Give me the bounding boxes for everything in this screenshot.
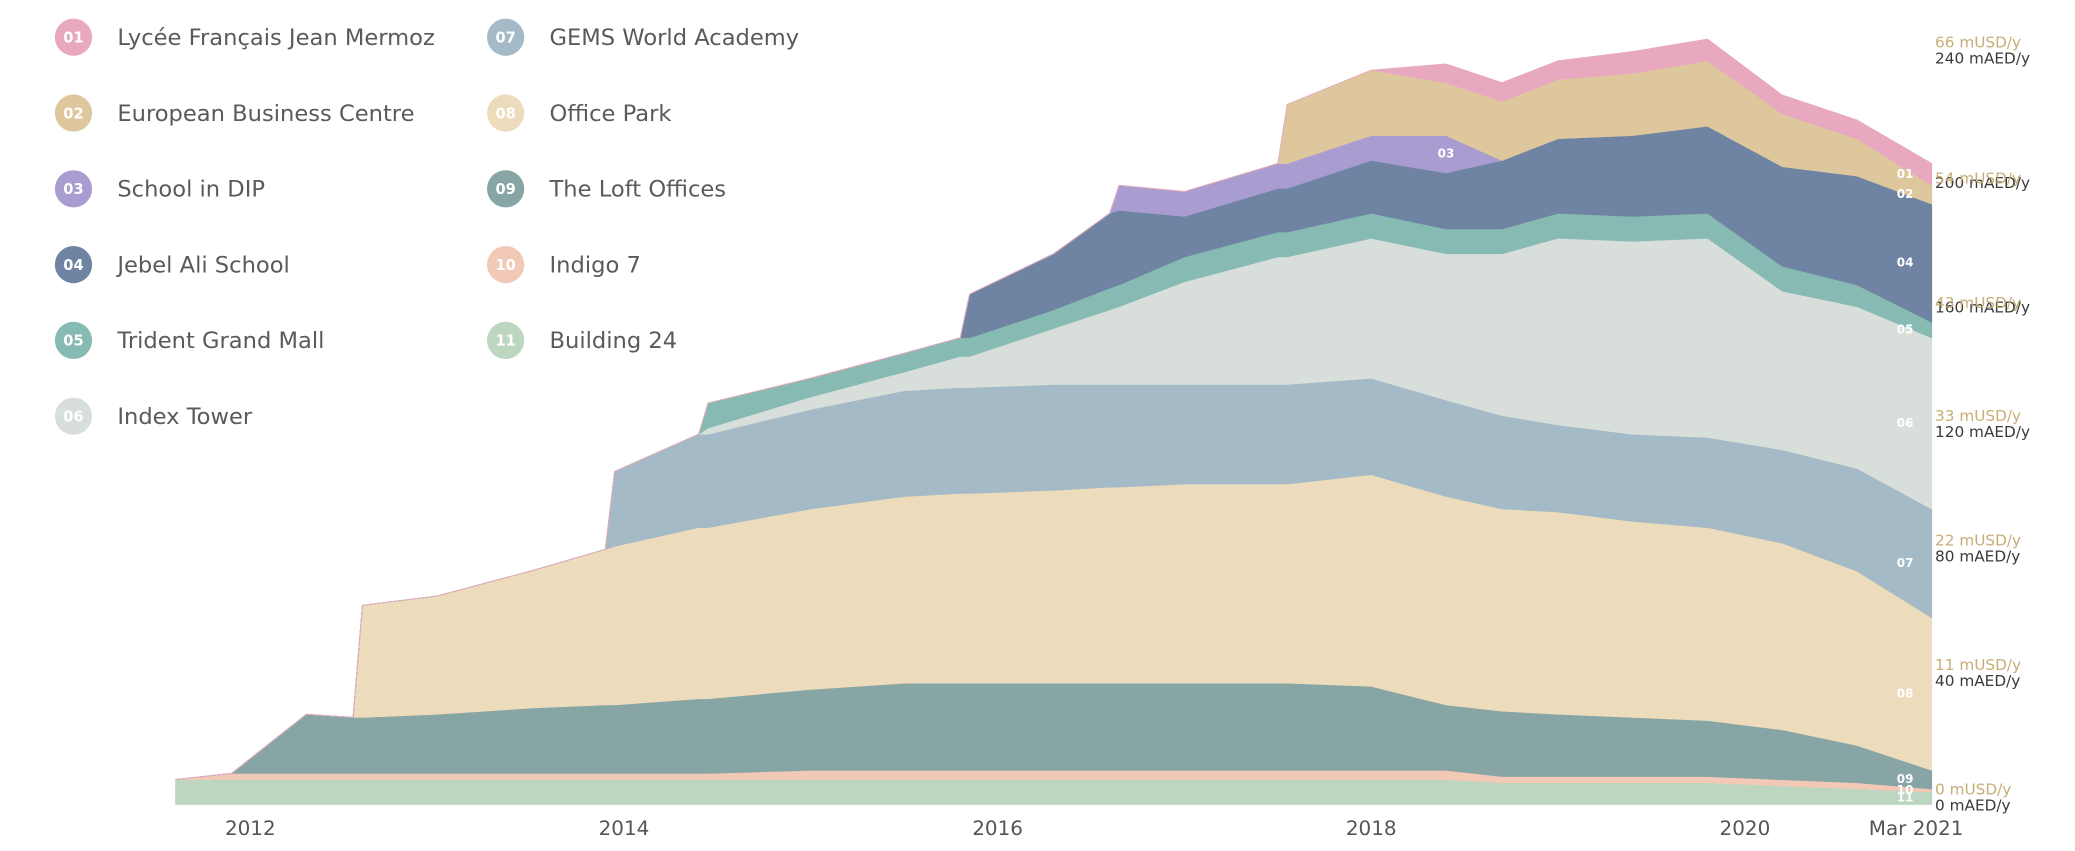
legend-name: Index Tower — [117, 404, 253, 430]
legend-swatch — [54, 94, 93, 132]
legend-swatch — [54, 397, 93, 435]
legend-swatch — [54, 18, 93, 56]
legend-item: 05 Trident Grand Mall — [54, 321, 324, 360]
area-code: 10 — [1897, 783, 1914, 797]
legend-swatch — [487, 245, 525, 284]
area — [175, 779, 1933, 805]
legend-name: The Loft Offices — [549, 177, 727, 203]
legend-name: Jebel Ali School — [115, 252, 289, 278]
legend-item: 03 School in DIP — [54, 170, 265, 208]
legend-item: 06 Index Tower — [54, 397, 253, 435]
legend-swatch — [54, 321, 93, 360]
x-tick-label: 2014 — [599, 816, 650, 840]
legend-item: 10 Indigo 7 — [487, 245, 641, 284]
area-code: 11 — [1897, 791, 1914, 805]
legend-name: GEMS World Academy — [550, 25, 800, 51]
legend-item: 01 Lycée Français Jean Mermoz — [54, 18, 435, 56]
legend-swatch — [54, 170, 93, 208]
y2-tick-label: 11 mUSD/y — [1935, 656, 2021, 674]
y-tick-label: 240 mAED/y — [1935, 50, 2030, 68]
legend-item: 11 Building 24 — [487, 321, 678, 360]
y2-tick-label: 66 mUSD/y — [1935, 34, 2021, 52]
legend-item: 07 GEMS World Academy — [487, 18, 800, 56]
x-tick-label: 2016 — [972, 816, 1023, 840]
legend-swatch — [487, 321, 525, 360]
legend-code: 06 — [63, 409, 83, 426]
y2-tick-label: 0 mUSD/y — [1935, 780, 2011, 798]
area-code: 08 — [1897, 687, 1914, 701]
legend-item: 09 The Loft Offices — [487, 170, 727, 208]
legend-swatch — [487, 18, 525, 56]
area-code: 02 — [1897, 187, 1914, 201]
y-tick-label: 40 mAED/y — [1935, 672, 2020, 690]
legend-name: School in DIP — [117, 177, 265, 203]
y2-tick-label: 43 mUSD/y — [1935, 294, 2021, 312]
area-code: 07 — [1897, 556, 1914, 570]
x-tick-label: Mar 2021 — [1869, 816, 1964, 840]
x-tick-label: 2012 — [225, 816, 276, 840]
legend-code: 05 — [63, 333, 83, 350]
legend-swatch — [487, 94, 525, 132]
y-tick-label: 120 mAED/y — [1935, 423, 2030, 441]
legend-code: 07 — [495, 30, 515, 47]
y-tick-label: 200 mAED/y — [1935, 174, 2030, 192]
legend-code: 09 — [495, 181, 515, 198]
y2-tick-label: 33 mUSD/y — [1935, 407, 2021, 425]
x-tick-label: 2018 — [1346, 816, 1397, 840]
y2-tick-label: 22 mUSD/y — [1935, 531, 2021, 549]
area — [175, 38, 1933, 780]
legend-name: Office Park — [550, 101, 673, 127]
y2-tick-label: 54 mUSD/y — [1935, 169, 2021, 187]
legend-name: Building 24 — [550, 328, 678, 354]
legend-code: 04 — [63, 257, 83, 274]
legend-code: 03 — [63, 181, 83, 198]
legend-name: Lycée Français Jean Mermoz — [117, 25, 434, 51]
y-tick-label: 80 mAED/y — [1935, 547, 2020, 565]
area-code: 06 — [1897, 416, 1914, 430]
legend-code: 01 — [63, 30, 83, 47]
legend-item: 04 Jebel Ali School — [54, 245, 290, 284]
area-code: 04 — [1897, 256, 1914, 270]
legend-name: European Business Centre — [117, 101, 414, 127]
legend-code: 08 — [495, 105, 515, 122]
legend-name: Indigo 7 — [550, 252, 641, 278]
x-tick-label: 2020 — [1720, 816, 1771, 840]
area-code: 01 — [1897, 167, 1914, 181]
legend-name: Trident Grand Mall — [116, 328, 324, 354]
area-code: 09 — [1897, 772, 1914, 786]
legend-code: 10 — [495, 257, 515, 274]
legend-swatch — [54, 245, 93, 284]
legend-code: 02 — [63, 105, 83, 122]
legend-item: 02 European Business Centre — [54, 94, 415, 132]
area-code: 03 — [1438, 147, 1455, 161]
legend-code: 11 — [495, 333, 515, 350]
y-tick-label: 160 mAED/y — [1935, 298, 2030, 316]
legend-swatch — [487, 170, 525, 208]
area-code: 05 — [1897, 322, 1914, 336]
legend-item: 08 Office Park — [487, 94, 673, 132]
areas — [175, 38, 1933, 805]
y-tick-label: 0 mAED/y — [1935, 796, 2011, 814]
